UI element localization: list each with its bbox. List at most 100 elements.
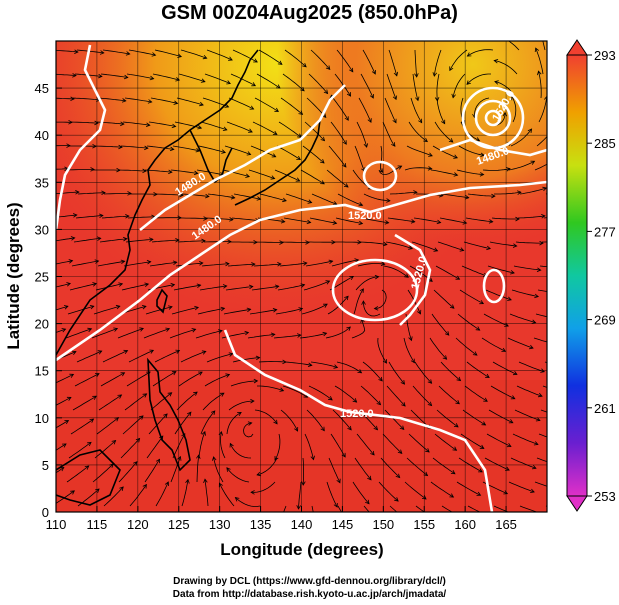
streamline-arrow xyxy=(149,75,155,81)
streamline xyxy=(483,313,509,327)
streamline xyxy=(360,385,381,405)
streamline xyxy=(363,193,390,202)
x-tick-label: 130 xyxy=(209,517,231,532)
x-tick-label: 155 xyxy=(413,517,435,532)
streamline-arrow xyxy=(163,413,168,418)
streamline xyxy=(180,217,208,220)
streamline xyxy=(175,262,203,267)
streamline xyxy=(513,265,541,271)
streamline-arrow xyxy=(272,130,278,135)
x-tick-label: 165 xyxy=(495,517,517,532)
streamline-arrow xyxy=(320,159,325,164)
streamline xyxy=(96,417,119,435)
streamline-arrow xyxy=(273,419,278,425)
streamline-arrow xyxy=(197,125,203,130)
streamline-arrow xyxy=(295,177,301,182)
streamline xyxy=(200,410,216,435)
streamline xyxy=(129,484,147,507)
contour-1480-west xyxy=(56,44,107,231)
streamline-arrow xyxy=(512,370,518,376)
streamline xyxy=(457,313,480,331)
streamline-arrow xyxy=(449,66,454,72)
streamline xyxy=(332,409,352,431)
streamline-arrow xyxy=(253,378,259,384)
streamline-arrow xyxy=(359,288,364,293)
streamline-arrow xyxy=(414,73,419,78)
streamline xyxy=(148,413,168,435)
streamline xyxy=(173,284,201,291)
streamline-arrow xyxy=(535,417,541,422)
streamline xyxy=(492,361,518,375)
streamline-arrow xyxy=(199,261,204,266)
streamline xyxy=(225,286,253,291)
streamline xyxy=(103,193,131,195)
streamline xyxy=(461,265,488,277)
streamline xyxy=(230,380,258,387)
streamline xyxy=(180,49,207,59)
x-tick-label: 125 xyxy=(168,517,190,532)
streamline xyxy=(56,73,77,76)
streamline xyxy=(388,49,398,76)
streamline xyxy=(172,145,200,152)
streamline xyxy=(151,239,179,243)
streamline-arrow xyxy=(170,282,176,288)
streamline-arrow xyxy=(394,497,399,502)
streamline xyxy=(228,400,254,411)
streamline xyxy=(519,505,538,512)
streamline-arrow xyxy=(343,183,349,188)
streamline-arrow xyxy=(488,219,494,224)
streamline-arrow xyxy=(256,196,262,201)
streamline xyxy=(328,457,341,483)
streamline-arrow xyxy=(504,322,509,327)
streamline xyxy=(515,241,543,244)
streamline-arrow xyxy=(193,170,199,176)
streamline xyxy=(467,505,481,512)
streamline-arrow xyxy=(365,499,370,505)
streamline xyxy=(223,308,251,315)
streamline xyxy=(508,160,535,171)
streamline xyxy=(126,73,154,80)
streamline-arrow xyxy=(456,376,462,382)
streamline xyxy=(380,457,400,478)
streamline-arrow xyxy=(483,397,488,402)
streamline xyxy=(102,49,130,55)
streamline-arrow xyxy=(448,138,454,143)
y-tick-label: 35 xyxy=(35,175,49,190)
streamline xyxy=(75,215,103,219)
streamline xyxy=(56,443,67,451)
streamline-arrow xyxy=(386,198,391,203)
streamline-arrow xyxy=(177,455,182,461)
streamline-arrow xyxy=(74,49,79,54)
streamline-arrow xyxy=(561,440,565,444)
streamline-arrow xyxy=(279,240,284,245)
streamline xyxy=(466,361,490,378)
streamline-arrow xyxy=(199,101,204,107)
streamline-arrow xyxy=(142,483,147,489)
streamline-arrow xyxy=(275,84,281,89)
streamline xyxy=(337,505,342,512)
streamline xyxy=(458,145,485,156)
streamline-arrow xyxy=(171,123,177,129)
streamline-arrow xyxy=(433,247,439,252)
streamline-arrow xyxy=(277,528,281,532)
colorbar-tick-label: 269 xyxy=(594,313,616,328)
coastline-borneo xyxy=(56,449,121,506)
credit-data: Data from http://database.rish.kyoto-u.a… xyxy=(172,589,447,600)
streamline-arrow xyxy=(270,332,276,338)
streamline-arrow xyxy=(89,418,95,423)
streamline xyxy=(256,457,278,476)
x-axis-label: Longitude (degrees) xyxy=(220,540,383,559)
streamline xyxy=(299,332,327,339)
streamline xyxy=(535,313,547,318)
y-axis-ticks: 0 5 10 15 20 25 30 35 40 45 xyxy=(35,81,62,520)
streamline xyxy=(117,328,144,339)
plot-area: 1480.0 1480.0 1520.0 1520.0 1520.0 1520.… xyxy=(55,40,565,532)
contour-1480-ne xyxy=(439,138,547,157)
streamline xyxy=(146,435,164,459)
streamline xyxy=(356,121,368,148)
streamlines xyxy=(56,41,565,532)
streamline-arrow xyxy=(373,425,379,431)
streamline xyxy=(171,307,199,315)
streamline xyxy=(146,145,174,150)
streamline-arrow xyxy=(294,426,299,432)
